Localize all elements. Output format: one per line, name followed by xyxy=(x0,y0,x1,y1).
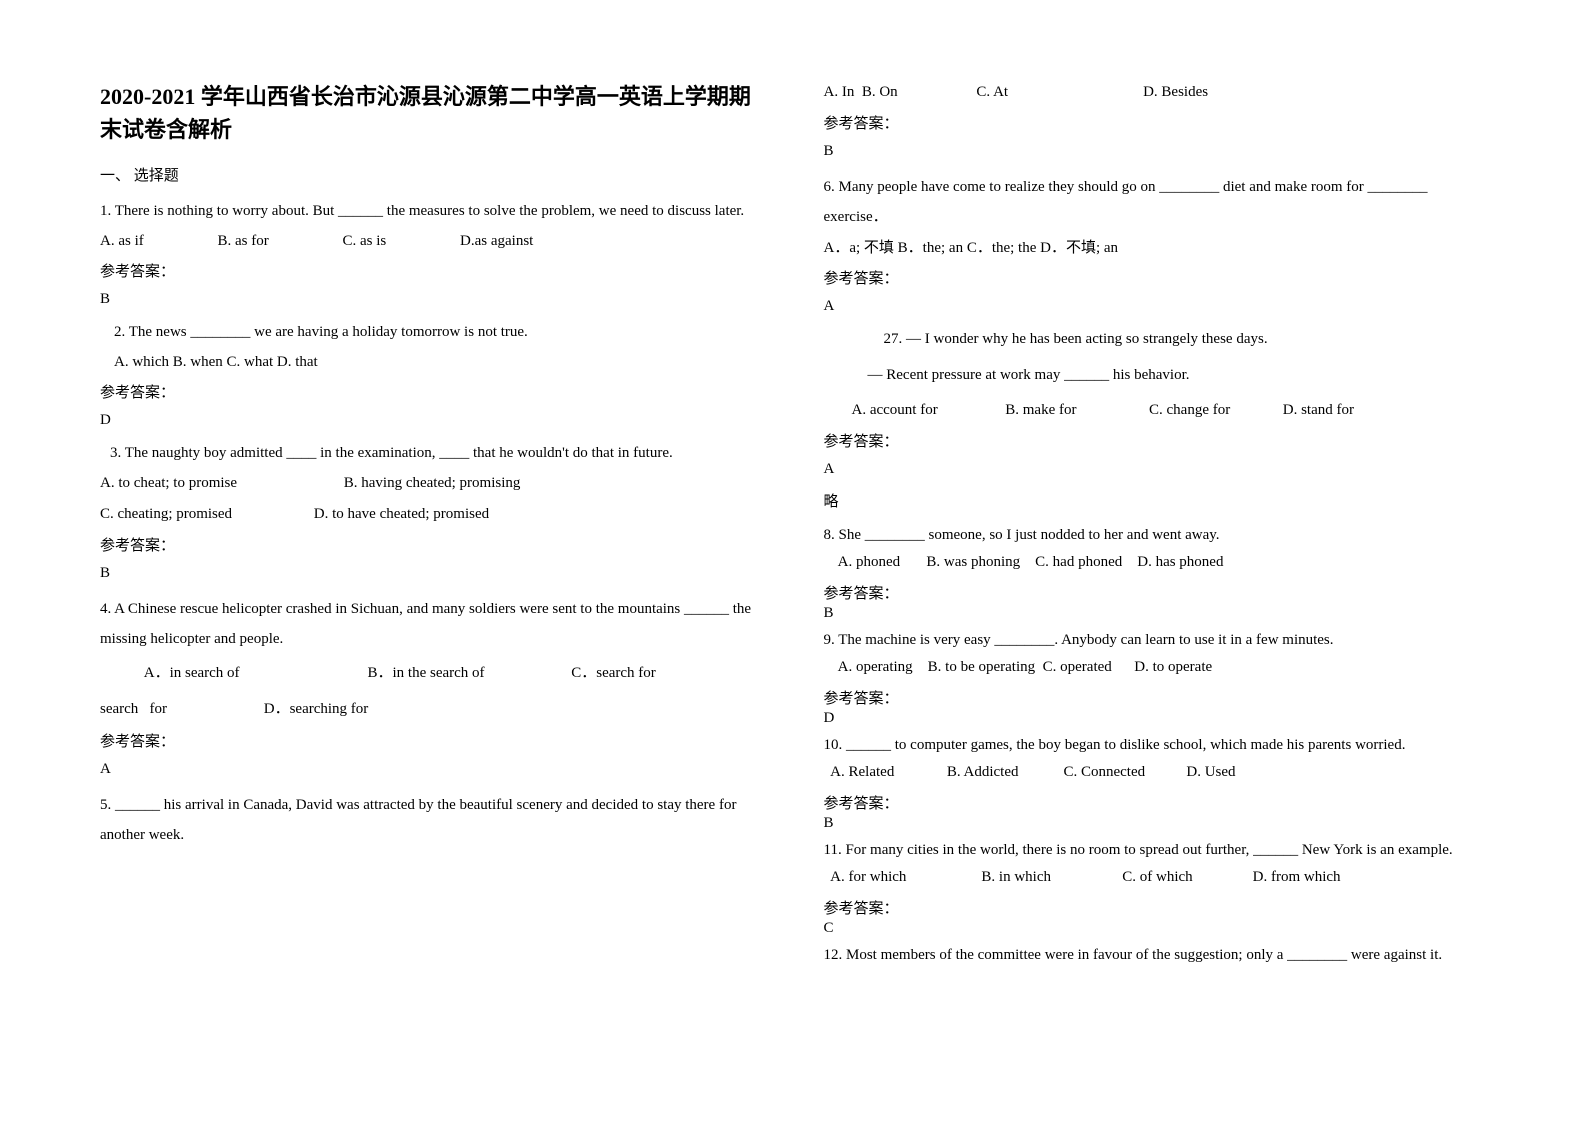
q3-answer-label: 参考答案： xyxy=(100,534,764,555)
q9-answer-label: 参考答案： xyxy=(824,687,1488,708)
q10-options: A. Related B. Addicted C. Connected D. U… xyxy=(824,760,1488,786)
q8-options: A. phoned B. was phoning C. had phoned D… xyxy=(824,550,1488,576)
q2-answer-label: 参考答案： xyxy=(100,381,764,402)
q5-answer: B xyxy=(824,143,1488,160)
q4-opt-a: A．in search of xyxy=(144,658,364,688)
q3-answer: B xyxy=(100,565,764,582)
section-heading: 一、 选择题 xyxy=(100,164,764,185)
question-6: 6. Many people have come to realize they… xyxy=(824,172,1488,316)
question-11: 11. For many cities in the world, there … xyxy=(824,838,1488,937)
question-4: 4. A Chinese rescue helicopter crashed i… xyxy=(100,594,764,778)
q5-stem: 5. ______ his arrival in Canada, David w… xyxy=(100,790,764,850)
q4-answer: A xyxy=(100,761,764,778)
q1-opt-a: A. as if xyxy=(100,229,144,255)
q7-omit: 略 xyxy=(824,490,1488,511)
q9-options: A. operating B. to be operating C. opera… xyxy=(824,655,1488,681)
question-8: 8. She ________ someone, so I just nodde… xyxy=(824,523,1488,622)
q1-options: A. as if B. as for C. as is D.as against xyxy=(100,229,764,255)
question-7: 27. — I wonder why he has been acting so… xyxy=(824,327,1488,511)
left-column: 2020-2021 学年山西省长治市沁源县沁源第二中学高一英语上学期期末试卷含解… xyxy=(100,80,794,974)
q11-answer: C xyxy=(824,920,1488,937)
q8-stem: 8. She ________ someone, so I just nodde… xyxy=(824,523,1488,549)
question-2: 2. The news ________ we are having a hol… xyxy=(100,320,764,429)
q7-stem1: 27. — I wonder why he has been acting so… xyxy=(884,327,1488,353)
q2-stem: 2. The news ________ we are having a hol… xyxy=(114,320,764,346)
q6-stem: 6. Many people have come to realize they… xyxy=(824,172,1488,232)
q8-answer-label: 参考答案： xyxy=(824,582,1488,603)
q4-opt-c: C．search for xyxy=(571,658,656,688)
q12-stem: 12. Most members of the committee were i… xyxy=(824,943,1488,969)
question-5: 5. ______ his arrival in Canada, David w… xyxy=(100,790,764,850)
right-column: A. In B. On C. At D. Besides 参考答案： B 6. … xyxy=(794,80,1488,974)
q3-opt-a: A. to cheat; to promise xyxy=(100,471,340,497)
q1-answer-label: 参考答案： xyxy=(100,260,764,281)
q4-options-row1: A．in search of B．in the search of C．sear… xyxy=(100,658,764,688)
q9-answer: D xyxy=(824,710,1488,727)
q4-options-row2: search for D．searching for xyxy=(100,694,764,724)
question-5-cont: A. In B. On C. At D. Besides 参考答案： B xyxy=(824,80,1488,160)
exam-title: 2020-2021 学年山西省长治市沁源县沁源第二中学高一英语上学期期末试卷含解… xyxy=(100,80,764,146)
q6-options: A．a; 不填 B．the; an C．the; the D．不填; an xyxy=(824,236,1488,262)
q1-opt-b: B. as for xyxy=(218,229,269,255)
q1-opt-c: C. as is xyxy=(343,229,387,255)
q5-answer-label: 参考答案： xyxy=(824,112,1488,133)
q1-stem: 1. There is nothing to worry about. But … xyxy=(100,199,764,225)
q7-opt-d: D. stand for xyxy=(1283,398,1354,424)
q7-opt-b: B. make for xyxy=(1005,398,1145,424)
q11-stem: 11. For many cities in the world, there … xyxy=(824,838,1488,864)
q11-options: A. for which B. in which C. of which D. … xyxy=(824,865,1488,891)
q9-stem: 9. The machine is very easy ________. An… xyxy=(824,628,1488,654)
q4-answer-label: 参考答案： xyxy=(100,730,764,751)
q2-options: A. which B. when C. what D. that xyxy=(114,350,764,376)
q3-opt-c: C. cheating; promised xyxy=(100,502,310,528)
q5-options: A. In B. On C. At D. Besides xyxy=(824,80,1488,106)
q2-answer: D xyxy=(100,412,764,429)
q1-answer: B xyxy=(100,291,764,308)
question-12: 12. Most members of the committee were i… xyxy=(824,943,1488,969)
q3-opt-d: D. to have cheated; promised xyxy=(314,502,489,528)
q7-opt-c: C. change for xyxy=(1149,398,1279,424)
question-10: 10. ______ to computer games, the boy be… xyxy=(824,733,1488,832)
question-1: 1. There is nothing to worry about. But … xyxy=(100,199,764,308)
q11-answer-label: 参考答案： xyxy=(824,897,1488,918)
q10-stem: 10. ______ to computer games, the boy be… xyxy=(824,733,1488,759)
q3-options-row2: C. cheating; promised D. to have cheated… xyxy=(100,502,764,528)
q7-opt-a: A. account for xyxy=(852,398,1002,424)
q10-answer-label: 参考答案： xyxy=(824,792,1488,813)
q4-opt-b: B．in the search of xyxy=(368,658,568,688)
q7-answer: A xyxy=(824,461,1488,478)
q7-stem2: — Recent pressure at work may ______ his… xyxy=(868,363,1488,389)
q1-opt-d: D.as against xyxy=(460,229,533,255)
q7-options: A. account for B. make for C. change for… xyxy=(852,398,1488,424)
q10-answer: B xyxy=(824,815,1488,832)
q4-stem: 4. A Chinese rescue helicopter crashed i… xyxy=(100,594,764,654)
q6-answer-label: 参考答案： xyxy=(824,267,1488,288)
exam-page: 2020-2021 学年山西省长治市沁源县沁源第二中学高一英语上学期期末试卷含解… xyxy=(0,0,1587,1014)
q4-opt-c-cont: search for xyxy=(100,694,260,724)
q8-answer: B xyxy=(824,605,1488,622)
question-9: 9. The machine is very easy ________. An… xyxy=(824,628,1488,727)
q3-opt-b: B. having cheated; promising xyxy=(344,471,521,497)
question-3: 3. The naughty boy admitted ____ in the … xyxy=(100,441,764,582)
q3-options-row1: A. to cheat; to promise B. having cheate… xyxy=(100,471,764,497)
q3-stem: 3. The naughty boy admitted ____ in the … xyxy=(110,441,764,467)
q4-opt-d: D．searching for xyxy=(264,694,369,724)
q7-answer-label: 参考答案： xyxy=(824,430,1488,451)
q6-answer: A xyxy=(824,298,1488,315)
